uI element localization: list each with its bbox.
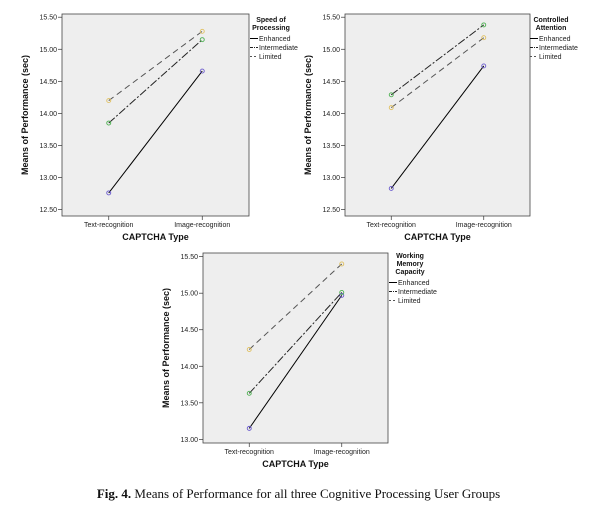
x-tick-label: Text-recognition [225, 449, 275, 456]
data-point-limited [388, 105, 394, 111]
y-tick-label: 13.50 [180, 400, 198, 407]
legend-item: Limited [259, 54, 282, 61]
y-tick-label: 14.00 [322, 111, 340, 118]
figure-caption: Fig. 4. Means of Performance for all thr… [0, 486, 597, 502]
legend-item: Limited [398, 298, 421, 305]
y-tick-label: 14.50 [180, 327, 198, 334]
y-tick-label: 14.50 [39, 79, 57, 86]
y-tick-label: 13.50 [39, 143, 57, 150]
y-tick-label: 13.00 [180, 437, 198, 444]
x-tick-label: Image-recognition [456, 222, 512, 229]
legend-title: Processing [252, 25, 290, 32]
legend-item: Limited [539, 54, 562, 61]
x-axis-label: CAPTCHA Type [122, 232, 189, 242]
series-line-enhanced [390, 65, 485, 189]
x-axis-label: CAPTCHA Type [262, 459, 329, 469]
data-point-enhanced [199, 68, 205, 74]
legend-title: Capacity [395, 269, 424, 276]
legend-item: Intermediate [259, 45, 298, 52]
x-tick-label: Text-recognition [367, 222, 417, 229]
plot-area [61, 13, 250, 217]
figure-canvas: 12.50 13.00 13.50 14.00 14.50 15.00 15.50 Text-… [20, 13, 578, 469]
data-point-limited [199, 28, 205, 34]
y-tick-label: 15.50 [322, 15, 340, 22]
series-line-intermediate [390, 24, 485, 96]
y-tick-label: 12.50 [39, 207, 57, 214]
y-axis-label: Means of Performance (sec) [303, 55, 313, 175]
data-point-enhanced [106, 190, 112, 196]
chart-panel-3: 13.00 13.50 14.00 14.50 15.00 15.50 Text-recog… [161, 252, 437, 469]
series-line-intermediate [248, 292, 343, 394]
data-point-enhanced [339, 292, 345, 298]
x-axis-label: CAPTCHA Type [404, 232, 471, 242]
x-tick-label: Image-recognition [314, 449, 370, 456]
y-tick-label: 15.00 [322, 47, 340, 54]
y-axis-label: Means of Performance (sec) [20, 55, 30, 175]
data-point-intermediate [246, 390, 252, 396]
x-tick-label: Image-recognition [174, 222, 230, 229]
legend-item: Enhanced [539, 36, 571, 43]
data-point-limited [339, 261, 345, 267]
series-line-enhanced [248, 295, 343, 429]
chart-panel-1: 12.50 13.00 13.50 14.00 14.50 15.00 15.50 Text-… [20, 13, 298, 242]
data-point-enhanced [246, 425, 252, 431]
y-tick-label: 12.50 [322, 207, 340, 214]
y-tick-label: 13.00 [322, 175, 340, 182]
legend-item: Intermediate [539, 45, 578, 52]
y-tick-label: 13.50 [322, 143, 340, 150]
legend-item: Enhanced [259, 36, 291, 43]
y-tick-label: 15.50 [180, 254, 198, 261]
legend-title: Controlled [534, 17, 569, 24]
data-point-limited [246, 347, 252, 352]
data-point-intermediate [106, 120, 112, 126]
y-tick-label: 13.00 [39, 175, 57, 182]
data-point-intermediate [388, 92, 394, 98]
plot-area [344, 13, 531, 217]
series-line-enhanced [108, 70, 203, 194]
caption-label: Fig. 4. [96, 486, 132, 501]
data-point-enhanced [481, 63, 487, 69]
data-point-intermediate [481, 22, 487, 28]
legend-title: Speed of [256, 17, 286, 24]
y-tick-label: 15.00 [39, 47, 57, 54]
y-tick-label: 14.00 [39, 111, 57, 118]
legend-title: Attention [536, 25, 567, 32]
chart-panel-2: 12.50 13.00 13.50 14.00 14.50 15.00 15.50 Text-… [303, 13, 578, 242]
data-point-limited [106, 98, 112, 104]
data-point-intermediate [339, 290, 345, 295]
y-axis-label: Means of Performance (sec) [161, 288, 171, 408]
series-line-intermediate [108, 39, 203, 124]
data-point-intermediate [199, 37, 205, 43]
y-tick-label: 14.00 [180, 364, 198, 371]
y-tick-label: 14.50 [322, 79, 340, 86]
y-tick-label: 15.50 [39, 15, 57, 22]
series-line-limited [248, 263, 343, 350]
data-point-limited [481, 35, 487, 41]
x-tick-label: Text-recognition [84, 222, 134, 229]
legend-title: Working [396, 253, 424, 260]
plot-area [202, 252, 389, 444]
data-point-enhanced [388, 185, 394, 191]
y-tick-label: 15.00 [180, 291, 198, 298]
caption-text: Means of Performance for all three Cogni… [134, 486, 501, 501]
legend-item: Enhanced [398, 280, 430, 287]
legend-title: Memory [397, 261, 424, 268]
legend-item: Intermediate [398, 289, 437, 296]
